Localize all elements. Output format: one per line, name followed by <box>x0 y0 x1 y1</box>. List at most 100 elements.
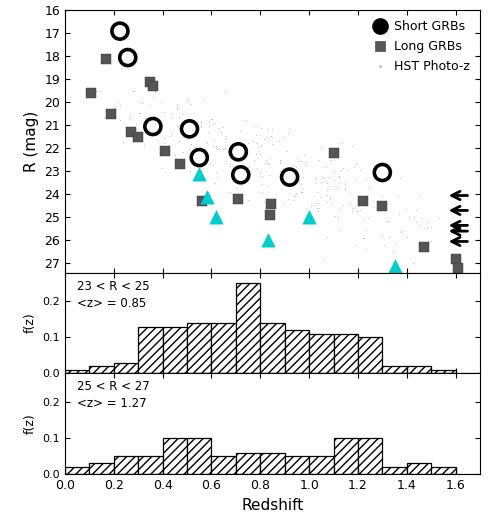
Point <box>285 128 293 137</box>
Point <box>276 158 284 167</box>
Point <box>254 154 262 162</box>
Point <box>226 162 234 170</box>
Point <box>116 27 124 35</box>
Point <box>142 121 150 129</box>
Point <box>416 192 424 200</box>
Point <box>396 227 404 235</box>
Point <box>238 167 246 175</box>
Point <box>335 173 343 182</box>
Point <box>454 264 462 272</box>
Point <box>351 241 359 249</box>
Point <box>242 155 250 163</box>
Point <box>270 210 278 218</box>
Y-axis label: f(z): f(z) <box>24 413 37 434</box>
Point <box>288 160 296 169</box>
Point <box>338 201 346 209</box>
Point <box>352 160 360 169</box>
Point <box>311 173 319 182</box>
Point <box>110 102 118 110</box>
Point <box>292 189 300 197</box>
Point <box>184 97 192 106</box>
Point <box>336 172 344 180</box>
Point <box>196 153 203 162</box>
Point <box>190 117 198 126</box>
Point <box>302 161 310 169</box>
Point <box>174 121 182 130</box>
Point <box>378 168 386 177</box>
Point <box>192 142 200 151</box>
Point <box>338 139 346 147</box>
Point <box>396 173 404 182</box>
Point <box>136 108 143 117</box>
Point <box>397 228 405 237</box>
Point <box>298 188 306 196</box>
Point <box>196 153 203 162</box>
Point <box>340 185 348 193</box>
Bar <box>65 370 90 374</box>
Point <box>175 137 183 145</box>
Point <box>294 153 302 161</box>
Point <box>392 239 400 247</box>
Bar <box>431 370 456 374</box>
Point <box>140 118 148 127</box>
Point <box>139 98 147 107</box>
Bar <box>114 456 138 474</box>
Point <box>288 165 296 173</box>
Point <box>343 165 351 173</box>
Point <box>296 180 304 189</box>
Point <box>330 176 338 184</box>
Point <box>317 178 325 186</box>
Point <box>290 191 298 200</box>
Point <box>422 243 430 251</box>
Point <box>291 166 299 175</box>
Point <box>266 211 274 219</box>
Point <box>380 241 388 249</box>
Bar <box>431 467 456 474</box>
Point <box>322 233 330 241</box>
Point <box>452 255 460 263</box>
Point <box>160 108 168 117</box>
Point <box>198 150 206 158</box>
Point <box>204 128 212 137</box>
Point <box>288 182 296 190</box>
Point <box>108 110 116 118</box>
Point <box>140 141 148 150</box>
Point <box>206 159 214 168</box>
Point <box>266 160 274 168</box>
Point <box>96 86 104 95</box>
Point <box>183 95 191 103</box>
Point <box>285 171 293 180</box>
Bar <box>114 363 138 374</box>
Point <box>237 171 245 179</box>
Point <box>257 142 265 150</box>
Point <box>129 86 137 95</box>
Point <box>382 217 390 225</box>
Point <box>200 94 207 103</box>
Point <box>300 151 308 159</box>
Point <box>226 160 234 169</box>
Point <box>176 160 184 169</box>
Bar <box>138 327 162 374</box>
Point <box>420 243 428 252</box>
Point <box>360 216 368 225</box>
Bar <box>162 438 187 474</box>
Point <box>186 125 194 133</box>
Point <box>311 201 319 209</box>
Point <box>330 182 338 190</box>
Bar <box>187 438 212 474</box>
Point <box>348 142 356 150</box>
Point <box>175 113 183 121</box>
Point <box>266 154 274 163</box>
Point <box>342 177 349 185</box>
Point <box>107 106 115 115</box>
Point <box>301 158 309 166</box>
Point <box>322 179 330 187</box>
Point <box>395 209 403 218</box>
Point <box>320 174 328 182</box>
Point <box>336 226 344 234</box>
Point <box>150 94 158 103</box>
Point <box>203 138 211 146</box>
Point <box>157 98 165 106</box>
Point <box>124 53 132 61</box>
Point <box>313 188 321 196</box>
